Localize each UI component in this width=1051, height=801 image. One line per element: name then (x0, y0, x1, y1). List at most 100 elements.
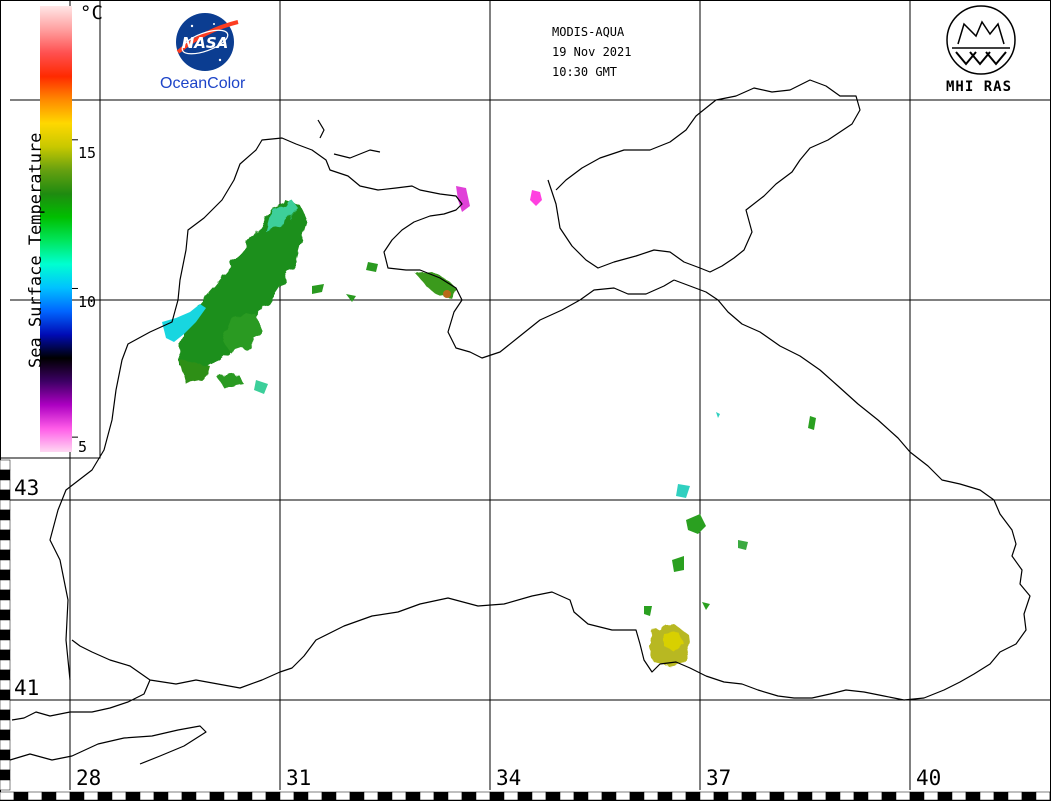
coastline-lagoon-north (317, 119, 325, 139)
latitude-scale-segment (0, 469, 11, 481)
longitude-scale-segment (27, 791, 43, 801)
latitude-scale-segment (0, 549, 11, 561)
sst-patch-nw-shelf-east (222, 314, 262, 352)
latitude-scale-segment (0, 619, 11, 631)
coastline-east (673, 279, 1031, 701)
latitude-scale-segment (0, 669, 11, 681)
longitude-scale-segment (699, 791, 715, 801)
longitude-scale-segment (265, 791, 281, 801)
longitude-scale-segment (69, 791, 85, 801)
longitude-label-28: 28 (76, 766, 102, 790)
longitude-scale-segment (97, 791, 113, 801)
longitude-scale-segment (153, 791, 169, 801)
coastline (9, 79, 1031, 765)
latitude-scale-segment (0, 689, 11, 701)
longitude-scale-segment (335, 791, 351, 801)
sst-patch-scatter-a (366, 262, 378, 272)
latitude-scale-segment (0, 499, 11, 511)
longitude-scale-segment (937, 791, 953, 801)
longitude-scale-segment (181, 791, 197, 801)
latitude-scale-segment (0, 759, 11, 771)
longitude-scale-bar (0, 791, 1051, 801)
coastline-west-north (49, 137, 675, 681)
sst-patch-nw-shelf-south (180, 360, 210, 384)
longitude-scale-segment (923, 791, 939, 801)
longitude-scale-segment (0, 791, 15, 801)
sst-patch-central-2 (676, 484, 690, 498)
latitude-scale-segment (0, 509, 11, 521)
sst-patch-scatter-d (254, 380, 268, 394)
longitude-scale-segment (517, 791, 533, 801)
longitude-scale-segment (55, 791, 71, 801)
sst-patch-central-4 (738, 540, 748, 550)
sst-patch-central-6 (644, 606, 652, 616)
longitude-scale-segment (1021, 791, 1037, 801)
longitude-scale-segment (111, 791, 127, 801)
longitude-scale-segment (657, 791, 673, 801)
longitude-scale-segment (909, 791, 925, 801)
longitude-scale-segment (895, 791, 911, 801)
sst-patch-sinop-core (664, 632, 684, 652)
colorbar-gradient-bar (40, 6, 72, 452)
latitude-label-43: 43 (14, 476, 40, 500)
longitude-scale-segment (783, 791, 799, 801)
longitude-scale-segment (671, 791, 687, 801)
sst-patch-central-3 (672, 556, 684, 572)
longitude-scale-segment (1035, 791, 1051, 801)
colorbar-tick-5: 5 (78, 438, 88, 456)
latitude-scale-segment (0, 569, 11, 581)
longitude-scale-segment (853, 791, 869, 801)
longitude-scale-segment (167, 791, 183, 801)
longitude-scale-segment (139, 791, 155, 801)
longitude-scale-segment (41, 791, 57, 801)
longitude-scale-segment (741, 791, 757, 801)
longitude-scale-segment (559, 791, 575, 801)
longitude-scale-segment (755, 791, 771, 801)
latitude-scale-segment (0, 739, 11, 751)
colorbar-ticks (72, 139, 78, 438)
longitude-scale-segment (867, 791, 883, 801)
longitude-label-37: 37 (706, 766, 732, 790)
time-label: 10:30 GMT (552, 65, 618, 79)
longitude-scale-segment (349, 791, 365, 801)
longitude-label-40: 40 (916, 766, 942, 790)
longitude-scale-segment (951, 791, 967, 801)
longitude-scale-segment (405, 791, 421, 801)
longitude-scale-segment (419, 791, 435, 801)
sst-patch-nw-shelf-tail (216, 374, 244, 388)
latitude-scale-segment (0, 629, 11, 641)
longitude-scale-segment (615, 791, 631, 801)
sst-patch-east-1 (808, 416, 816, 430)
longitude-scale-segment (727, 791, 743, 801)
latitude-scale-segment (0, 589, 11, 601)
longitude-scale-segment (1007, 791, 1023, 801)
longitude-scale-segment (475, 791, 491, 801)
longitude-scale-segment (321, 791, 337, 801)
sst-patch-nw-shelf (178, 200, 308, 372)
colorbar-tick-15: 15 (78, 144, 97, 162)
colorbar-panel (0, 0, 101, 459)
sst-patch-scatter-b (312, 284, 324, 294)
latitude-scale-segment (0, 609, 11, 621)
latitude-scale-segment (0, 639, 11, 651)
sst-patch-scatter-c (346, 294, 356, 302)
longitude-scale-segment (503, 791, 519, 801)
coastline-dnieper-estuary (333, 149, 381, 159)
mhi-logo-circle (946, 5, 1016, 75)
latitude-scale-segment (0, 459, 11, 471)
latitude-scale-segment (0, 659, 11, 671)
coastline-azov (547, 79, 861, 273)
longitude-scale-segment (601, 791, 617, 801)
sst-patch-coastal-cyan (266, 200, 298, 232)
longitude-scale-segment (979, 791, 995, 801)
longitude-scale-segment (377, 791, 393, 801)
longitude-scale-segment (125, 791, 141, 801)
longitude-scale-segment (307, 791, 323, 801)
sst-patch-central-5 (702, 602, 710, 610)
sst-patch-east-2 (716, 412, 720, 418)
longitude-scale-segment (545, 791, 561, 801)
latitude-scale-segment (0, 769, 11, 781)
latitude-label-41: 41 (14, 676, 40, 700)
